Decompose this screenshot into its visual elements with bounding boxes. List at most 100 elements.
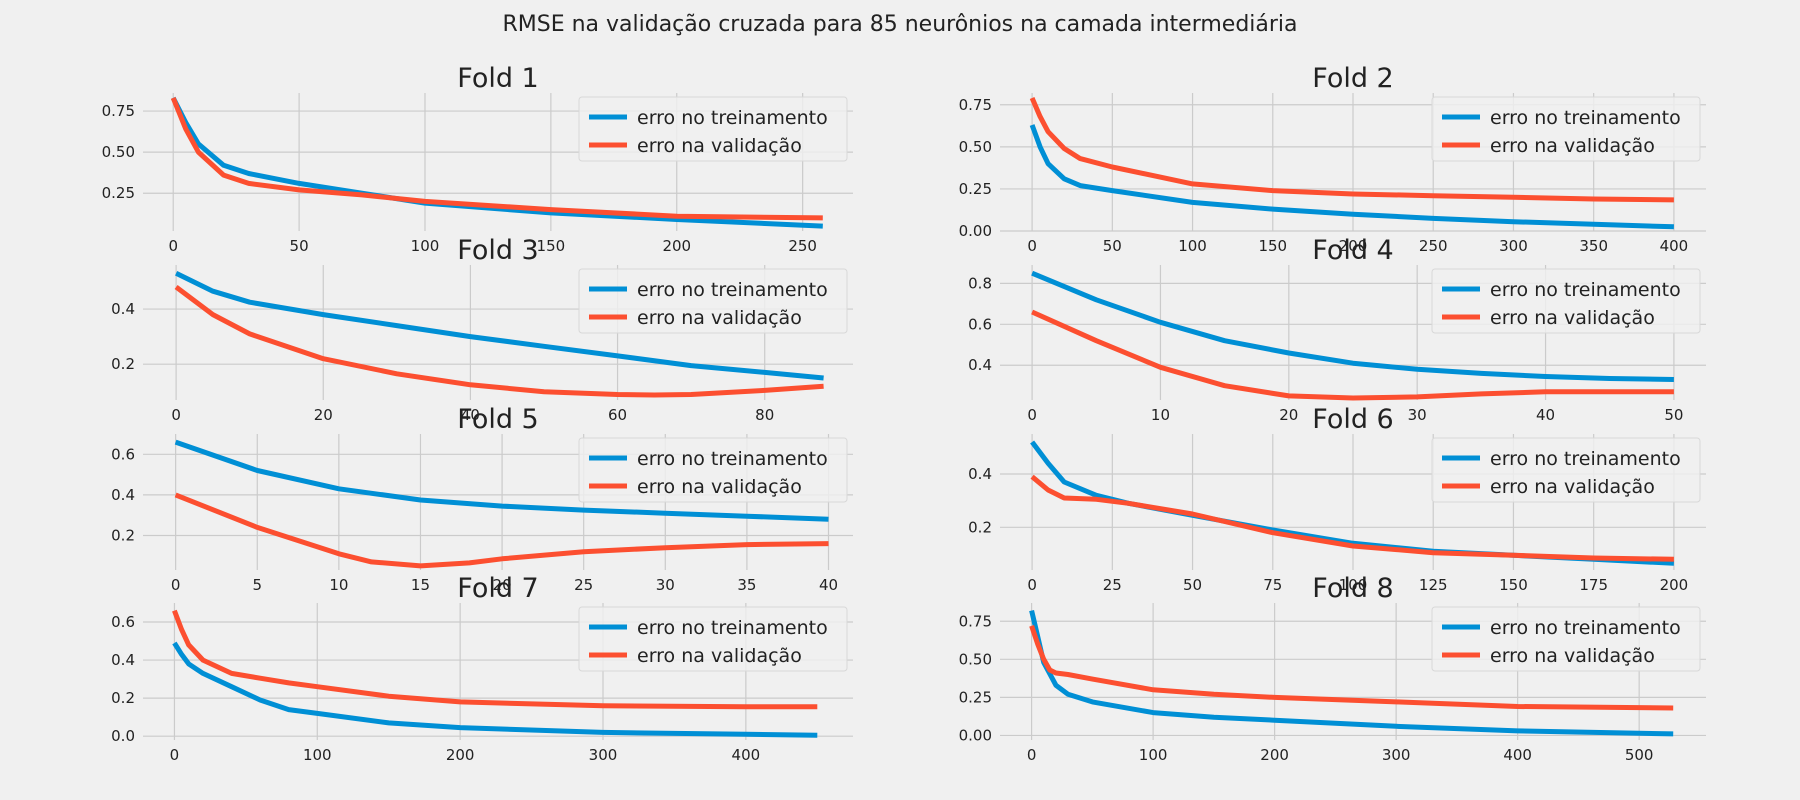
x-tick-label: 80 — [755, 406, 774, 424]
x-tick-label: 5 — [252, 576, 262, 594]
series-line-val — [174, 492, 829, 569]
series-line-val — [170, 96, 823, 221]
y-tick-label: 0.4 — [968, 356, 992, 374]
y-tick-label: 0.75 — [959, 96, 992, 114]
x-tick-label: 175 — [1579, 576, 1608, 594]
x-tick-label: 0 — [170, 746, 180, 764]
series-line-val — [174, 285, 824, 398]
x-tick-label: 35 — [737, 576, 756, 594]
legend-label-val: erro na validação — [637, 645, 802, 667]
x-tick-label: 40 — [819, 576, 838, 594]
x-tick-label: 25 — [1103, 576, 1122, 594]
series-line-train — [1029, 124, 1674, 230]
legend-label-train: erro no treinamento — [1490, 617, 1681, 639]
legend-label-val: erro na validação — [1490, 476, 1655, 498]
legend: erro no treinamento erro na validação — [1431, 606, 1701, 672]
x-tick-label: 100 — [1339, 576, 1368, 594]
y-tick-label: 0.00 — [959, 726, 992, 744]
x-tick-label: 10 — [1151, 406, 1170, 424]
y-tick-label: 0.0 — [111, 727, 135, 745]
legend-box — [1431, 96, 1701, 162]
x-tick-label: 200 — [446, 746, 475, 764]
x-tick-label: 50 — [1183, 576, 1202, 594]
x-tick-label: 250 — [788, 237, 817, 255]
y-tick-label: 0.4 — [111, 651, 135, 669]
x-tick-label: 25 — [574, 576, 593, 594]
x-tick-label: 50 — [1664, 406, 1683, 424]
y-tick-label: 0.75 — [959, 612, 992, 630]
legend: erro no treinamento erro na validação — [1431, 437, 1701, 503]
x-tick-label: 0 — [168, 237, 178, 255]
x-tick-label: 0 — [171, 576, 181, 594]
subplot-title: Fold 7 — [457, 573, 539, 604]
x-tick-label: 0 — [171, 406, 181, 424]
x-tick-label: 10 — [329, 576, 348, 594]
subplot-title: Fold 8 — [1312, 573, 1394, 604]
legend-box — [578, 606, 848, 672]
figure-title: RMSE na validação cruzada para 85 neurôn… — [502, 12, 1298, 37]
series-line-val — [1029, 97, 1674, 203]
subplot-2: 0 50 100 150 200 250 300 350 400 0.00 0.25 0.50 0.75… — [959, 63, 1706, 255]
series-line-train — [1031, 270, 1674, 382]
x-tick-label: 50 — [1103, 237, 1122, 255]
subplot-title: Fold 6 — [1312, 404, 1394, 435]
x-tick-label: 75 — [1263, 576, 1282, 594]
subplot-title: Fold 1 — [457, 63, 539, 94]
y-tick-label: 0.6 — [111, 445, 135, 463]
x-tick-label: 150 — [537, 237, 566, 255]
legend: erro no treinamento erro na validação — [1431, 268, 1701, 334]
y-tick-label: 0.2 — [111, 689, 135, 707]
series-line-val — [172, 609, 818, 710]
x-tick-label: 200 — [1339, 237, 1368, 255]
x-tick-label: 300 — [1499, 237, 1528, 255]
x-tick-label: 100 — [1178, 237, 1207, 255]
subplot-title: Fold 3 — [457, 235, 539, 266]
y-tick-label: 0.4 — [968, 465, 992, 483]
y-tick-label: 0.4 — [111, 300, 135, 318]
legend-label-train: erro no treinamento — [1490, 279, 1681, 301]
x-tick-label: 200 — [1660, 576, 1689, 594]
x-tick-label: 40 — [461, 406, 480, 424]
legend-label-train: erro no treinamento — [1490, 448, 1681, 470]
series-line-train — [172, 641, 818, 738]
y-tick-label: 0.25 — [959, 180, 992, 198]
series-line-train — [175, 271, 824, 381]
legend-label-val: erro na validação — [1490, 307, 1655, 329]
x-tick-label: 400 — [1660, 237, 1689, 255]
y-tick-label: 0.2 — [111, 526, 135, 544]
x-tick-label: 350 — [1579, 237, 1608, 255]
subplot-1: 0 50 100 150 200 250 0.25 0.50 0.75 erro no trein… — [102, 63, 853, 255]
x-tick-label: 250 — [1419, 237, 1448, 255]
legend-label-train: erro no treinamento — [637, 448, 828, 470]
y-tick-label: 0.2 — [111, 355, 135, 373]
subplot-5: 0 5 10 15 20 25 30 35 40 0.2 0.4 0.6 erro no treinam… — [111, 404, 853, 594]
x-tick-label: 300 — [589, 746, 618, 764]
x-tick-label: 50 — [290, 237, 309, 255]
x-tick-label: 30 — [1408, 406, 1427, 424]
legend: erro no treinamento erro na validação — [578, 437, 848, 503]
x-tick-label: 150 — [1499, 576, 1528, 594]
y-tick-label: 0.50 — [102, 143, 135, 161]
series-line-train — [170, 96, 823, 229]
y-tick-label: 0.8 — [968, 274, 992, 292]
x-tick-label: 100 — [1139, 746, 1168, 764]
legend-box — [1431, 606, 1701, 672]
series-line-val — [1031, 309, 1674, 401]
legend-label-train: erro no treinamento — [637, 107, 828, 129]
legend: erro no treinamento erro na validação — [578, 606, 848, 672]
subplot-4: 0 10 20 30 40 500.40.60.8 erro no treinamentoe… — [968, 235, 1706, 424]
y-tick-label: 0.25 — [959, 688, 992, 706]
legend-label-train: erro no treinamento — [637, 279, 828, 301]
legend-label-train: erro no treinamento — [1490, 107, 1681, 129]
x-tick-label: 100 — [303, 746, 332, 764]
x-tick-label: 60 — [608, 406, 627, 424]
legend: erro no treinamento erro na validação — [578, 96, 848, 162]
x-tick-label: 20 — [1279, 406, 1298, 424]
y-tick-label: 0.4 — [111, 486, 135, 504]
x-tick-label: 0 — [1027, 237, 1037, 255]
